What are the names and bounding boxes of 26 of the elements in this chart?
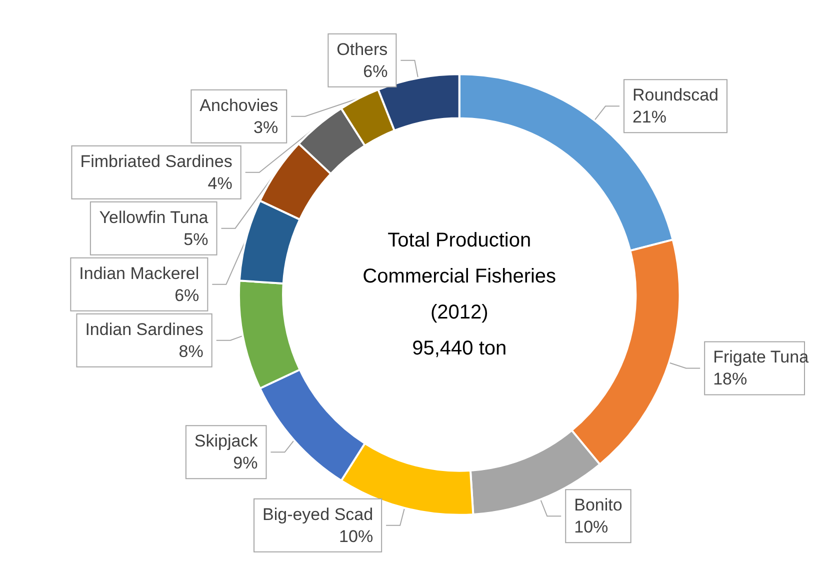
slice-label: Yellowfin Tuna (99, 208, 209, 227)
data-label: 3% (254, 118, 278, 137)
slice-label: Others (336, 40, 388, 59)
data-label: 21% (632, 108, 667, 127)
text: 95,440 ton (412, 338, 507, 360)
data-label: 6% (363, 62, 388, 81)
data-label: 10% (339, 526, 374, 546)
text: Total Production (388, 230, 532, 252)
data-label: 8% (178, 342, 204, 361)
data-label: 4% (208, 174, 232, 193)
data-label: 5% (184, 230, 208, 249)
text: (2012) (430, 302, 488, 324)
slice-label: Frigate Tuna (713, 348, 810, 367)
data-label: 10% (574, 518, 608, 537)
data-label: 18% (713, 370, 748, 389)
slice-label: Anchovies (200, 96, 278, 115)
slice-label: Fimbriated Sardines (80, 152, 232, 171)
slice-label: Bonito (574, 496, 622, 515)
slice-label: Indian Mackerel (79, 264, 200, 283)
slice-label: Skipjack (194, 432, 258, 451)
data-label: 6% (174, 286, 200, 305)
data-label: 9% (233, 454, 258, 473)
text: Commercial Fisheries (362, 266, 556, 288)
slice-label: Indian Sardines (85, 320, 204, 339)
slice-label: Big-eyed Scad (262, 504, 374, 524)
slice-label: Roundscad (632, 86, 718, 105)
